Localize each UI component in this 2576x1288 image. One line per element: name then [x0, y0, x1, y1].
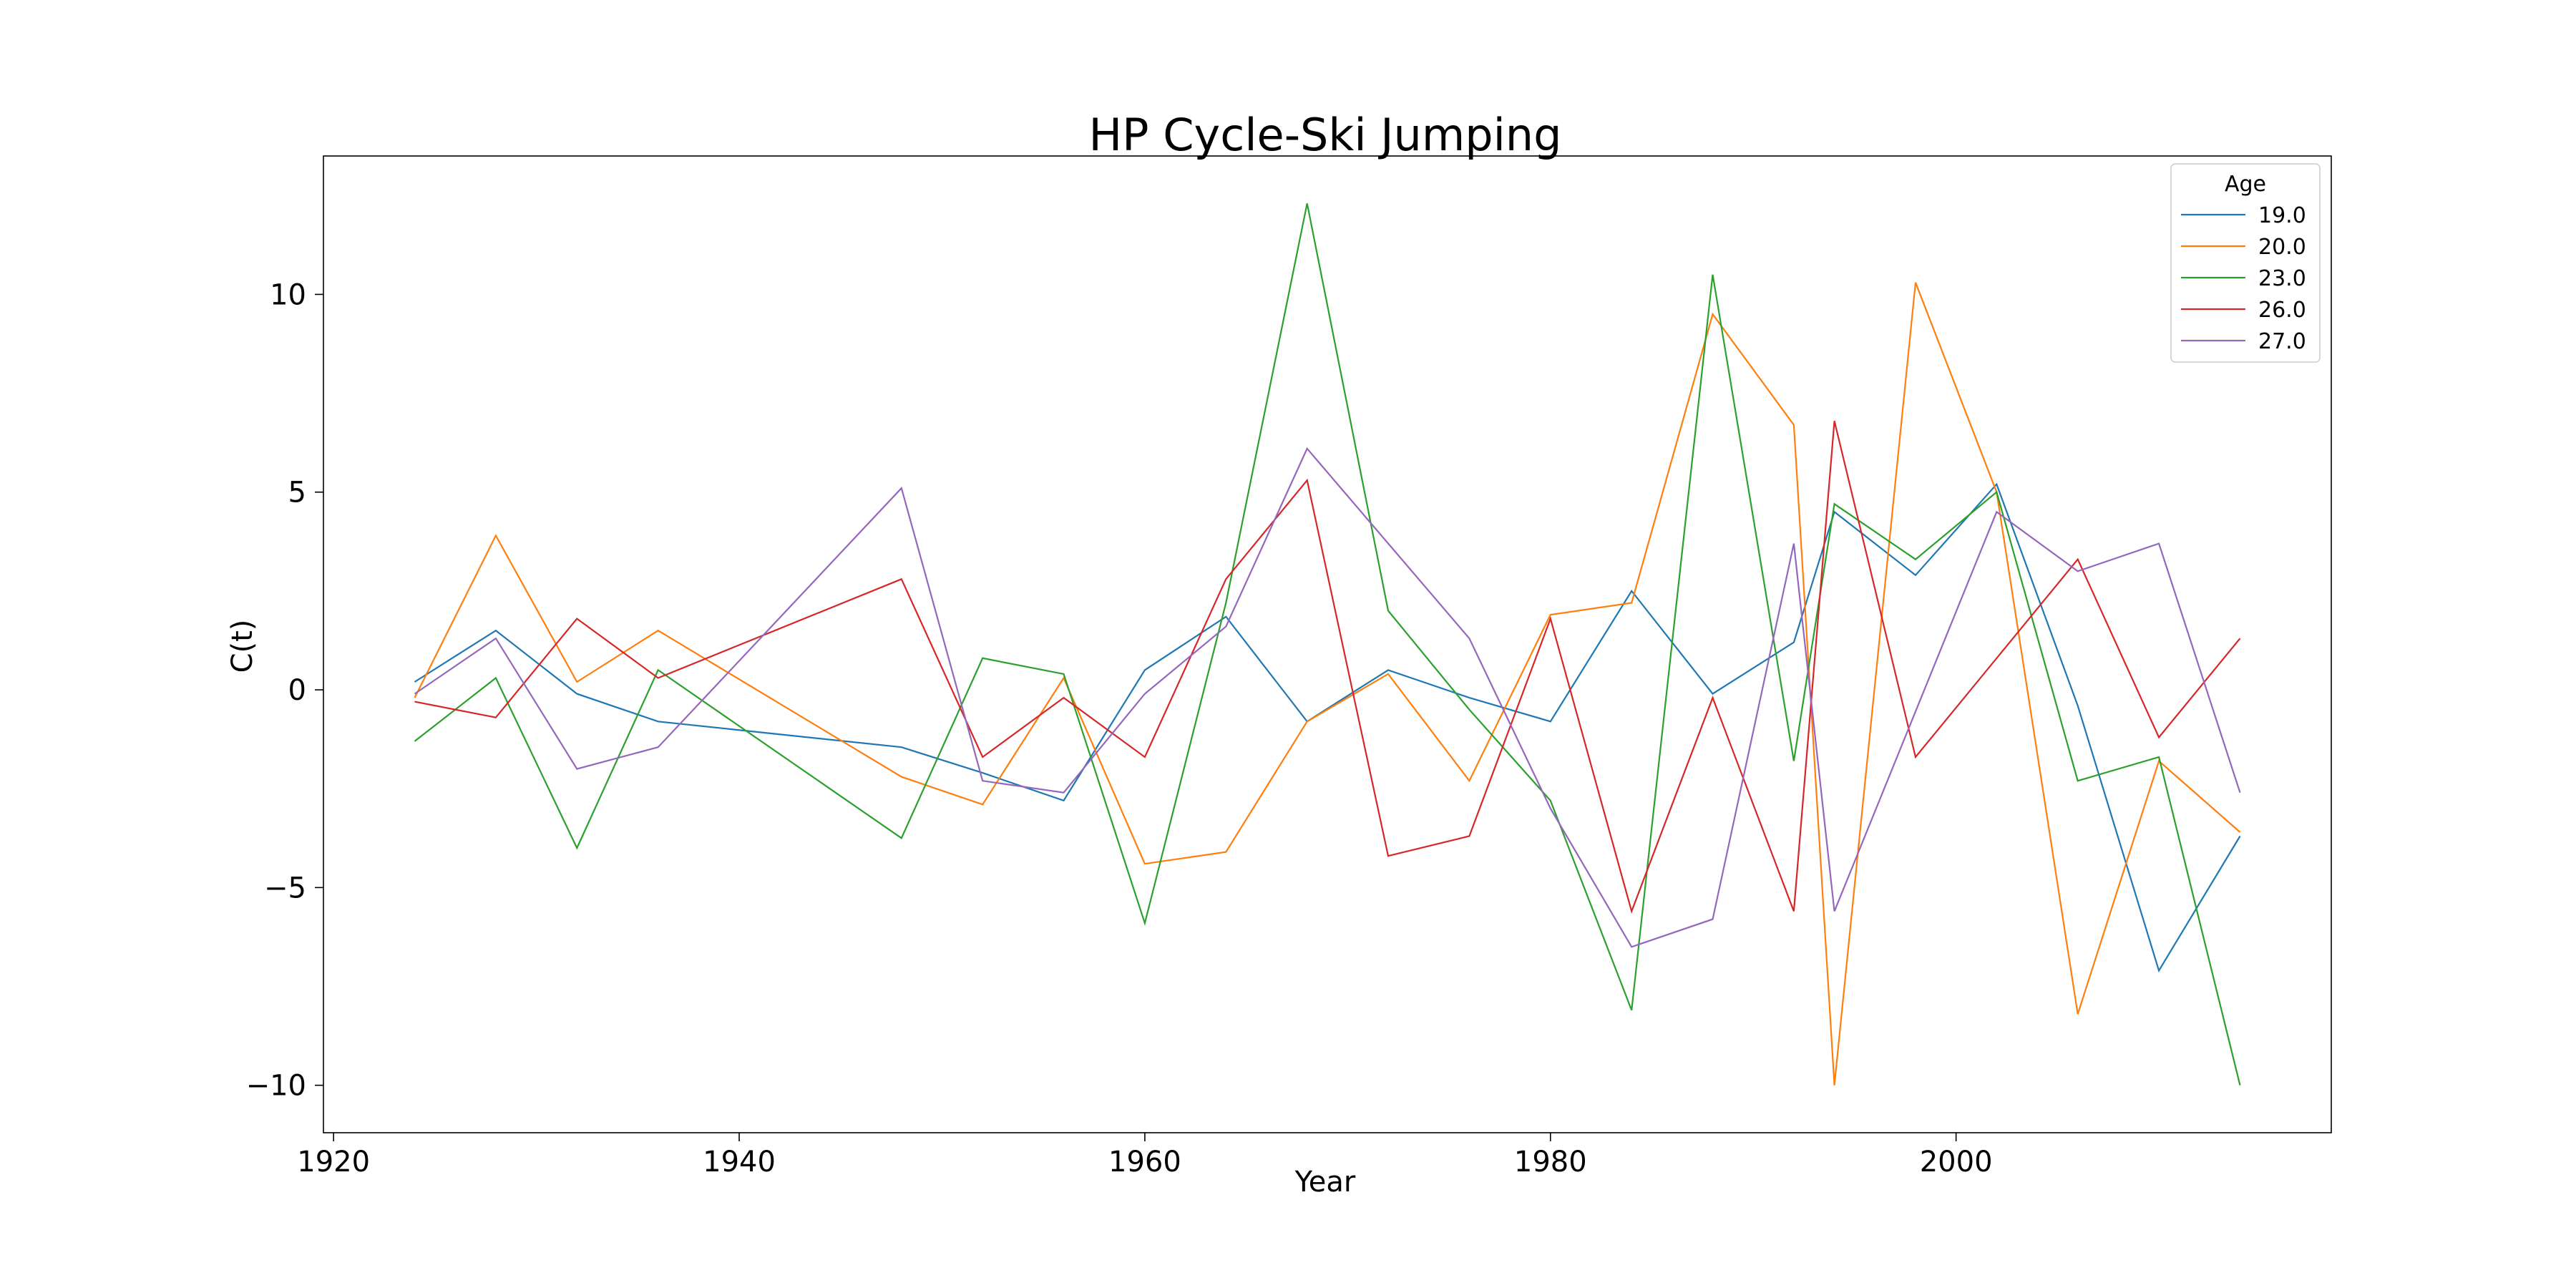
- series-line-27-0: [414, 447, 2241, 948]
- x-tick-label: 1980: [1514, 1146, 1587, 1179]
- series-line-20-0: [414, 282, 2241, 1085]
- series-layer: [414, 203, 2241, 1085]
- series-line-26-0: [414, 421, 2241, 914]
- legend: Age 19.0 20.0 23.0 26.0 27.0: [2170, 163, 2321, 363]
- legend-frame: [2170, 163, 2321, 363]
- y-axis-label: C(t): [226, 620, 259, 673]
- y-tick-label: 0: [288, 674, 306, 707]
- y-tick-label: 5: [288, 477, 306, 509]
- x-axis: 1920 1940 1960 1980 2000: [297, 1133, 1993, 1179]
- y-axis: −10 −5 0 5 10: [246, 278, 323, 1103]
- x-tick-label: 1960: [1108, 1146, 1181, 1179]
- legend-label: 27.0: [2258, 329, 2306, 354]
- y-tick-label: −5: [264, 872, 306, 904]
- x-axis-label: Year: [1294, 1166, 1356, 1199]
- x-tick-label: 1940: [703, 1146, 776, 1179]
- legend-items: 19.0 20.0 23.0 26.0 27.0: [2181, 203, 2306, 354]
- legend-label: 23.0: [2258, 266, 2306, 291]
- series-line-23-0: [414, 203, 2241, 1085]
- series-line-19-0: [414, 482, 2241, 973]
- plot-frame: [323, 155, 2332, 1133]
- legend-title: Age: [2225, 172, 2266, 197]
- legend-label: 26.0: [2258, 298, 2306, 323]
- x-tick-label: 1920: [297, 1146, 370, 1179]
- y-tick-label: −10: [246, 1070, 306, 1103]
- y-tick-label: 10: [270, 278, 306, 311]
- legend-label: 19.0: [2258, 203, 2306, 228]
- x-tick-label: 2000: [1920, 1146, 1993, 1179]
- chart-title: HP Cycle-Ski Jumping: [1089, 109, 1562, 161]
- legend-label: 20.0: [2258, 235, 2306, 260]
